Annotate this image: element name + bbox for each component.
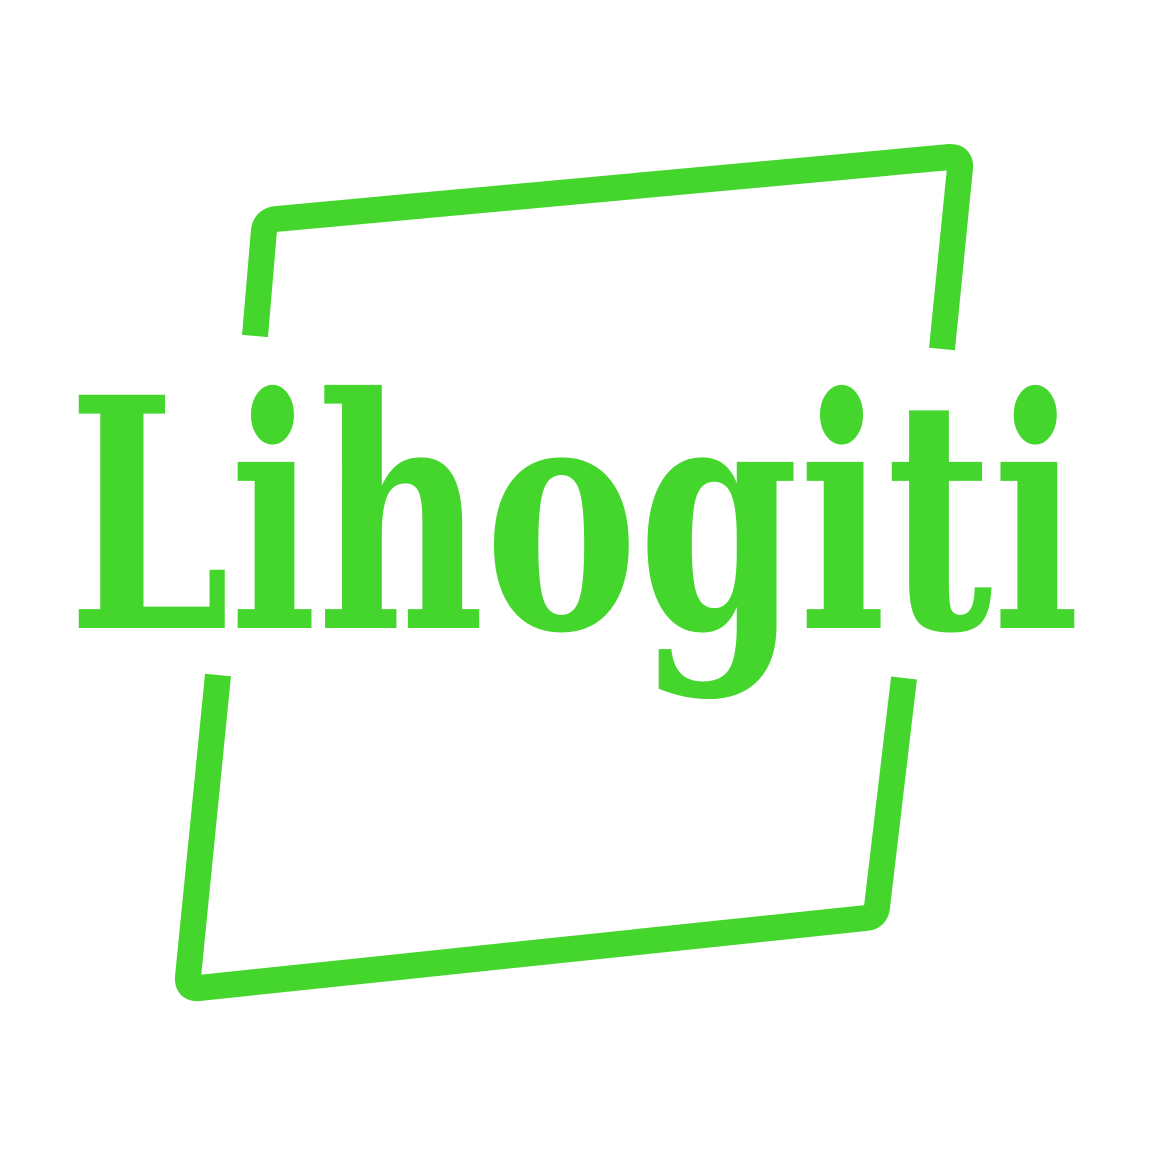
frame-top	[242, 144, 974, 351]
logo-text: Lihogiti	[68, 329, 1080, 704]
frame-bottom	[174, 673, 917, 1002]
